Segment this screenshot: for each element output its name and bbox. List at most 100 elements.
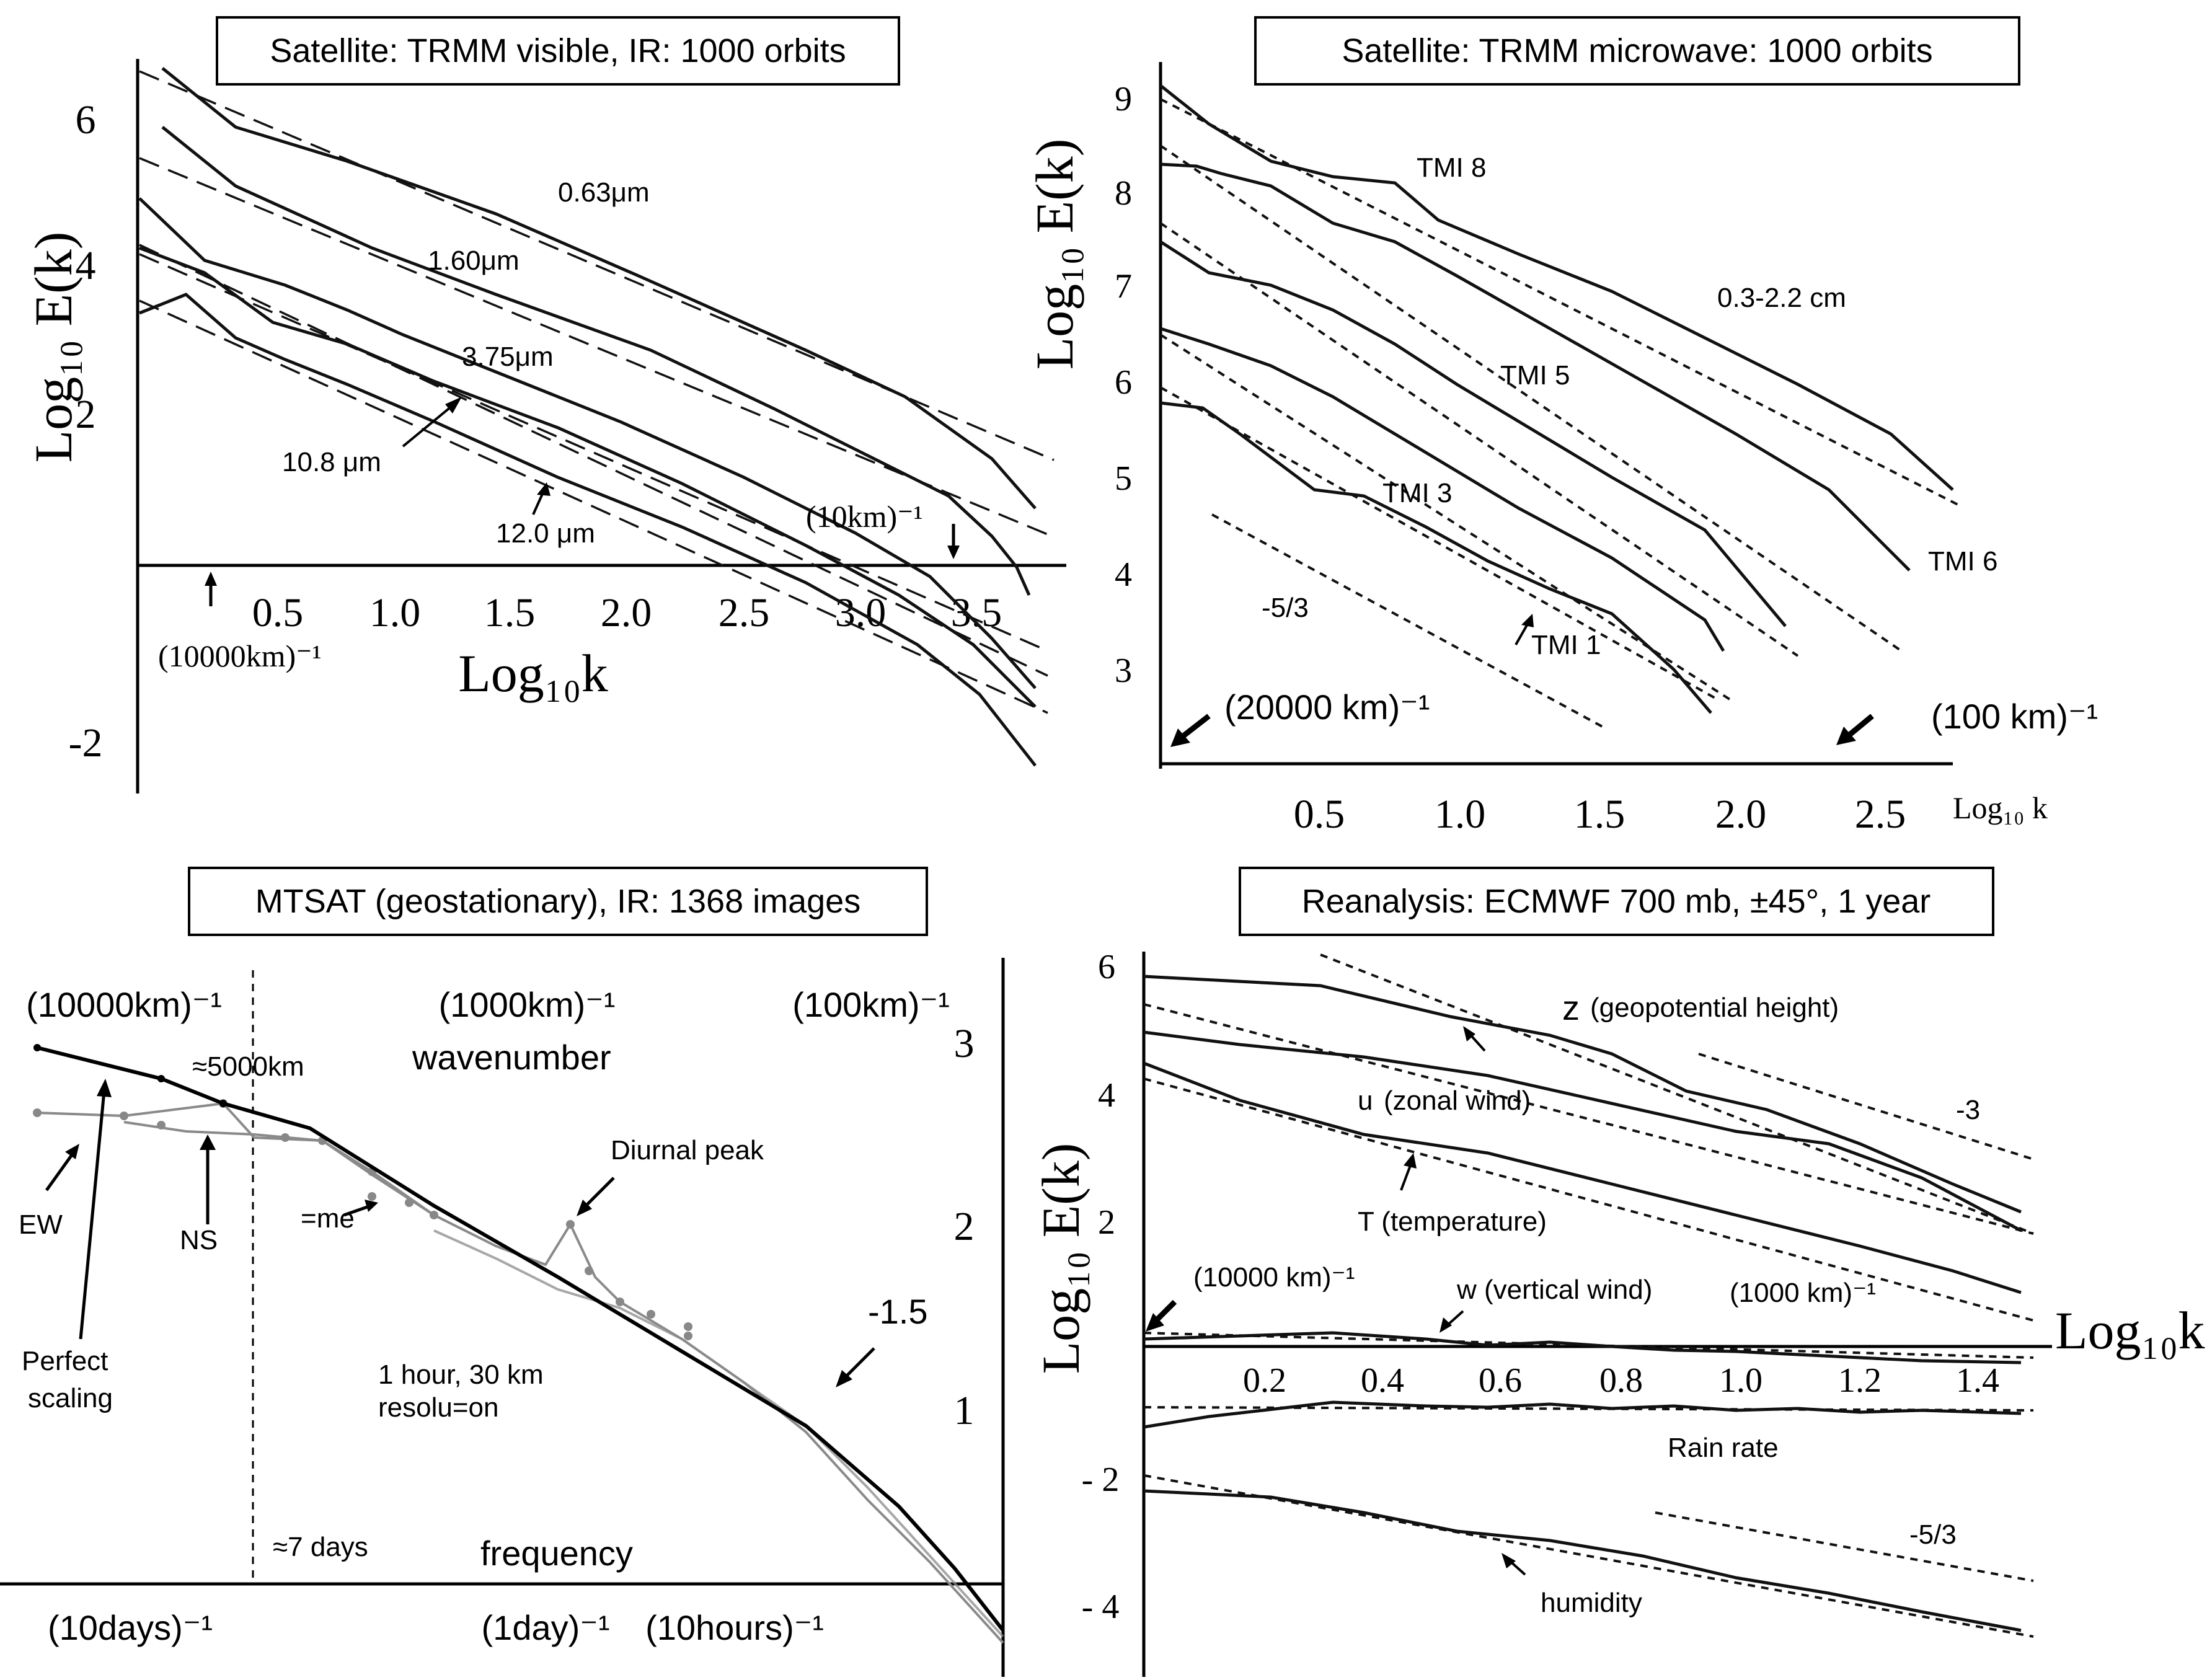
arrow-head-icon (577, 1200, 592, 1216)
panel4-marker-10000km: (10000 km)⁻¹ (1193, 1262, 1355, 1293)
panel3-series-perfect-scaling (37, 1046, 1005, 1632)
panel2-title: Satellite: TRMM microwave: 1000 orbits (1342, 32, 1932, 69)
panel3-ytick: 2 (954, 1204, 975, 1249)
panel1-ytick: 4 (76, 243, 96, 288)
panel3-bottom-label: (10hours)⁻¹ (645, 1608, 824, 1647)
panel2-xtick: 2.0 (1715, 792, 1767, 837)
panel1-xtick: 2.5 (719, 590, 770, 635)
panel1-label-1-60um: 1.60μm (428, 245, 520, 276)
panel2-ytick: 8 (1115, 174, 1132, 213)
arrow-icon (1400, 1165, 1412, 1191)
panel-trmm-visible-ir: Satellite: TRMM visible, IR: 1000 orbits… (24, 16, 1066, 794)
panel3-ytick: 1 (954, 1388, 975, 1433)
arrow-head-icon (1170, 728, 1190, 747)
arrow-head-icon (1836, 727, 1856, 745)
panel4-fit-line (1320, 953, 2034, 1235)
panel4-series-rain-rate (1143, 1400, 2022, 1429)
panel4-ytick: 4 (1098, 1076, 1115, 1115)
panel3-bottom-label: (1day)⁻¹ (482, 1608, 610, 1647)
panel1-ytick: 6 (76, 97, 96, 143)
panel4-reference-slope-3 (1698, 1053, 2034, 1161)
arrow-head-icon (365, 1200, 378, 1212)
panel3-label-diurnal-peak: Diurnal peak (611, 1135, 764, 1165)
panel4-ylabel: Log₁₀ E(k) (1031, 1143, 1090, 1374)
arrow-head-icon (200, 1134, 216, 1150)
panel3-label-me: =me (301, 1203, 355, 1234)
panel2-fit-line (1159, 334, 1731, 701)
panel2-ytick: 5 (1115, 459, 1132, 498)
panel2-xlabel: Log₁₀ k (1953, 790, 2048, 825)
arrow-icon (79, 1090, 106, 1340)
panel1-fit-line (139, 299, 1048, 714)
panel4-label-z: z (1562, 988, 1580, 1027)
panel3-bottom-label: (10days)⁻¹ (48, 1608, 213, 1647)
panel4-ytick: 6 (1098, 948, 1115, 986)
panel4-fit-line (1143, 1003, 2034, 1235)
panel2-ytick: 9 (1115, 80, 1132, 118)
panel2-label-wavelength: 0.3-2.2 cm (1717, 283, 1846, 313)
panel3-label-resolution-2: resolu=on (378, 1392, 498, 1423)
panel2-ytick: 7 (1115, 267, 1132, 306)
panel4-fit-line (1143, 1077, 2034, 1322)
panel3-top-label: (10000km)⁻¹ (26, 985, 222, 1024)
arrow-head-icon (445, 397, 462, 413)
panel3-perfect-points (33, 1044, 227, 1107)
panel1-ytick: -2 (69, 720, 103, 766)
panel2-marker-100km: (100 km)⁻¹ (1931, 697, 2098, 736)
panel3-label-ns: NS (180, 1225, 218, 1255)
panel4-ytick: 2 (1098, 1203, 1115, 1242)
panel3-label-frequency: frequency (480, 1534, 633, 1573)
panel2-marker-20000km: (20000 km)⁻¹ (1224, 687, 1430, 727)
panel1-label-10-8um: 10.8 μm (282, 447, 381, 477)
panel1-label-0-63um: 0.63μm (558, 177, 650, 208)
arrow-icon (45, 1152, 75, 1191)
panel1-xtick: 1.5 (484, 590, 536, 635)
panel1-series-1-60um (161, 126, 1031, 596)
panel4-label-w: w (vertical wind) (1456, 1275, 1652, 1305)
panel2-xtick: 0.5 (1294, 792, 1345, 837)
arrow-head-icon (836, 1370, 852, 1387)
panel2-series-tmi6 (1160, 162, 1911, 572)
panel4-xtick: 0.6 (1479, 1361, 1522, 1400)
arrow-head-icon (537, 482, 551, 496)
panel2-label-tmi5: TMI 5 (1500, 360, 1570, 391)
panel4-series-u (1143, 1030, 2022, 1232)
panel4-ytick: - 2 (1082, 1461, 1120, 1499)
panel1-fit-line (139, 244, 1048, 677)
panel1-xlabel: Log₁₀k (458, 643, 608, 703)
panel4-fit-line (1143, 1406, 2034, 1412)
panel3-label-resolution-1: 1 hour, 30 km (378, 1359, 544, 1390)
panel-reanalysis-ecmwf: Reanalysis: ECMWF 700 mb, ±45°, 1 year 6… (1031, 867, 2205, 1677)
panel3-label-7-days: ≈7 days (273, 1532, 368, 1562)
arrow-head-icon (1521, 614, 1534, 627)
arrow-head-icon (1502, 1553, 1516, 1568)
panel3-label-wavenumber: wavenumber (412, 1038, 611, 1077)
panel4-fit-line (1143, 1474, 2034, 1638)
panel1-fit-line (139, 253, 1048, 652)
panel4-label-t: T (temperature) (1358, 1206, 1547, 1237)
panel1-series-3-75um (138, 197, 1037, 689)
panel3-ytick: 3 (954, 1021, 975, 1066)
panel2-title-box (1254, 16, 2020, 86)
panel4-xtick: 0.2 (1243, 1361, 1286, 1400)
panel2-series-tmi5 (1159, 240, 1787, 627)
panel2-ytick: 4 (1115, 555, 1132, 594)
arrow-icon (402, 402, 457, 448)
panel4-marker-1000km: (1000 km)⁻¹ (1730, 1278, 1876, 1308)
panel2-xtick: 2.5 (1855, 792, 1906, 837)
arrow-head-icon (97, 1079, 112, 1097)
arrow-head-icon (947, 546, 960, 559)
arrow-head-icon (1440, 1317, 1452, 1333)
panel2-label-tmi6: TMI 6 (1928, 546, 1997, 577)
panel2-series-tmi1 (1160, 401, 1712, 714)
panel4-label-u-desc: (zonal wind) (1384, 1085, 1531, 1116)
panel3-title: MTSAT (geostationary), IR: 1368 images (255, 883, 860, 920)
panel1-fit-line (139, 70, 1055, 461)
panel4-series-w (1143, 1331, 2022, 1364)
arrow-icon (842, 1347, 875, 1381)
panel-mtsat: MTSAT (geostationary), IR: 1368 images 3… (0, 867, 1005, 1677)
panel4-ytick: - 4 (1082, 1588, 1120, 1626)
arrow-icon (582, 1177, 615, 1210)
panel3-label-slope: -1.5 (868, 1292, 928, 1331)
panel2-series-tmi3 (1160, 327, 1725, 652)
